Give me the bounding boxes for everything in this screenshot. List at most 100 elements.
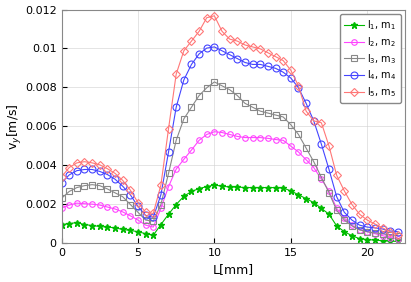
l$_4$, m$_4$: [304, 102, 309, 105]
l$_5$, m$_5$: [380, 226, 385, 230]
l$_2$, m$_2$: [181, 158, 186, 161]
l$_1$, m$_1$: [304, 197, 309, 200]
Legend: l$_1$, m$_1$, l$_2$, m$_2$, l$_3$, m$_3$, l$_4$, m$_4$, l$_5$, m$_5$: l$_1$, m$_1$, l$_2$, m$_2$, l$_3$, m$_3$…: [340, 14, 401, 103]
l$_3$, m$_3$: [204, 86, 209, 89]
l$_4$, m$_4$: [281, 70, 286, 74]
l$_5$, m$_5$: [281, 59, 286, 62]
l$_1$, m$_1$: [242, 186, 247, 189]
l$_2$, m$_2$: [120, 210, 125, 213]
l$_1$, m$_1$: [136, 230, 141, 233]
l$_3$, m$_3$: [189, 105, 194, 109]
l$_4$, m$_4$: [334, 195, 339, 199]
l$_1$, m$_1$: [158, 223, 163, 226]
l$_3$, m$_3$: [388, 233, 393, 237]
l$_1$, m$_1$: [250, 186, 255, 189]
l$_3$, m$_3$: [296, 133, 301, 136]
Line: l$_1$, m$_1$: l$_1$, m$_1$: [58, 182, 401, 245]
l$_5$, m$_5$: [174, 72, 179, 76]
l$_4$, m$_4$: [143, 214, 148, 217]
l$_2$, m$_2$: [189, 148, 194, 152]
l$_5$, m$_5$: [120, 179, 125, 182]
l$_1$, m$_1$: [181, 195, 186, 198]
l$_5$, m$_5$: [90, 161, 95, 165]
l$_5$, m$_5$: [242, 43, 247, 47]
l$_3$, m$_3$: [166, 172, 171, 175]
l$_5$, m$_5$: [319, 121, 324, 124]
l$_5$, m$_5$: [143, 211, 148, 214]
l$_4$, m$_4$: [82, 168, 87, 171]
l$_5$, m$_5$: [304, 109, 309, 113]
l$_2$, m$_2$: [90, 202, 95, 206]
l$_3$, m$_3$: [327, 191, 332, 195]
l$_3$, m$_3$: [304, 146, 309, 150]
l$_1$, m$_1$: [113, 226, 118, 230]
l$_2$, m$_2$: [166, 185, 171, 188]
l$_1$, m$_1$: [166, 213, 171, 216]
l$_1$, m$_1$: [143, 232, 148, 235]
l$_5$, m$_5$: [82, 160, 87, 163]
l$_1$, m$_1$: [395, 240, 400, 243]
l$_4$, m$_4$: [365, 225, 370, 229]
l$_4$, m$_4$: [273, 67, 278, 70]
l$_3$, m$_3$: [365, 230, 370, 233]
l$_2$, m$_2$: [281, 139, 286, 142]
l$_4$, m$_4$: [174, 105, 179, 109]
l$_1$, m$_1$: [357, 237, 362, 241]
l$_5$, m$_5$: [74, 161, 79, 165]
l$_1$, m$_1$: [97, 225, 102, 228]
l$_5$, m$_5$: [212, 14, 217, 17]
l$_4$, m$_4$: [196, 52, 201, 56]
l$_3$, m$_3$: [311, 160, 316, 163]
l$_1$, m$_1$: [174, 203, 179, 206]
l$_3$, m$_3$: [120, 195, 125, 199]
l$_1$, m$_1$: [105, 225, 110, 229]
l$_5$, m$_5$: [273, 55, 278, 58]
l$_2$, m$_2$: [67, 203, 72, 207]
l$_1$, m$_1$: [327, 213, 332, 216]
Line: l$_3$, m$_3$: l$_3$, m$_3$: [59, 79, 401, 238]
l$_3$, m$_3$: [59, 197, 64, 200]
l$_3$, m$_3$: [136, 211, 141, 214]
l$_4$, m$_4$: [181, 78, 186, 82]
l$_2$, m$_2$: [219, 131, 224, 134]
l$_5$, m$_5$: [181, 49, 186, 52]
l$_1$, m$_1$: [296, 193, 301, 197]
Line: l$_5$, m$_5$: l$_5$, m$_5$: [59, 13, 401, 238]
l$_2$, m$_2$: [388, 236, 393, 239]
l$_4$, m$_4$: [166, 150, 171, 154]
l$_1$, m$_1$: [151, 233, 156, 237]
l$_2$, m$_2$: [296, 150, 301, 154]
l$_2$, m$_2$: [174, 168, 179, 171]
l$_1$, m$_1$: [196, 187, 201, 190]
l$_5$, m$_5$: [311, 119, 316, 123]
l$_5$, m$_5$: [189, 39, 194, 43]
l$_3$, m$_3$: [349, 224, 354, 228]
l$_4$, m$_4$: [158, 193, 163, 197]
l$_5$, m$_5$: [113, 172, 118, 175]
l$_2$, m$_2$: [289, 144, 293, 148]
l$_1$, m$_1$: [311, 201, 316, 204]
l$_1$, m$_1$: [281, 186, 286, 190]
l$_1$, m$_1$: [372, 238, 377, 242]
l$_2$, m$_2$: [395, 237, 400, 241]
l$_2$, m$_2$: [242, 136, 247, 139]
l$_1$, m$_1$: [189, 190, 194, 193]
l$_3$, m$_3$: [174, 139, 179, 142]
l$_3$, m$_3$: [289, 123, 293, 126]
l$_2$, m$_2$: [74, 201, 79, 205]
l$_5$, m$_5$: [372, 222, 377, 226]
l$_3$, m$_3$: [281, 115, 286, 119]
l$_2$, m$_2$: [273, 138, 278, 141]
l$_5$, m$_5$: [227, 38, 232, 41]
l$_5$, m$_5$: [327, 144, 332, 148]
l$_4$, m$_4$: [349, 218, 354, 222]
l$_4$, m$_4$: [372, 226, 377, 230]
l$_4$, m$_4$: [151, 216, 156, 219]
l$_3$, m$_3$: [219, 84, 224, 87]
l$_3$, m$_3$: [212, 80, 217, 84]
l$_2$, m$_2$: [113, 207, 118, 211]
l$_1$, m$_1$: [273, 186, 278, 189]
l$_2$, m$_2$: [258, 136, 263, 139]
l$_3$, m$_3$: [380, 232, 385, 235]
l$_3$, m$_3$: [266, 111, 270, 115]
